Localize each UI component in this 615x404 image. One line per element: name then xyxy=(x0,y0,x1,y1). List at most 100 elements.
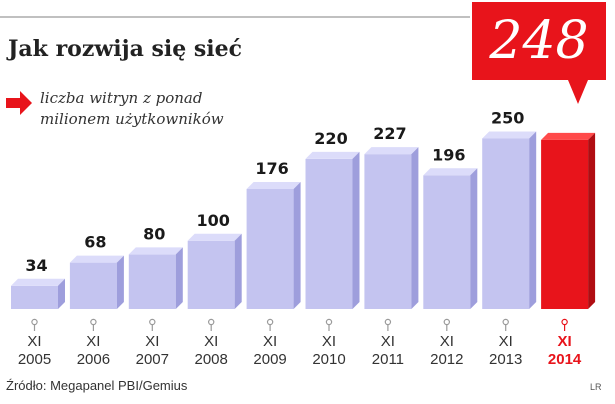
tick-year-2010: 2010 xyxy=(312,351,345,368)
value-labels: 34 68 80 100 176 220 227 196 250 xyxy=(25,108,524,274)
arrow-right-icon xyxy=(6,91,32,115)
bar-front-2008 xyxy=(187,240,235,309)
value-label-2012: 196 xyxy=(432,145,465,164)
bar-side-2005 xyxy=(58,278,65,309)
bar-top-2010 xyxy=(305,151,360,159)
bar-front-2006 xyxy=(69,262,117,309)
tick-dot xyxy=(561,318,568,326)
tick-month-2013: XI xyxy=(499,333,513,350)
bar-side-2012 xyxy=(470,168,478,309)
tick-month-2007: XI xyxy=(145,333,159,350)
bar-2014 xyxy=(541,132,596,309)
legend: liczba witryn z ponad milionem użytkowni… xyxy=(6,89,224,128)
tick-dot xyxy=(149,318,156,326)
tick-year-2012: 2012 xyxy=(430,351,463,368)
callout-box xyxy=(472,2,606,104)
tick-month-2006: XI xyxy=(86,333,100,350)
value-label-2011: 227 xyxy=(373,124,406,143)
bar-2008 xyxy=(187,233,242,309)
bar-front-2007 xyxy=(128,254,176,309)
legend-line-1: liczba witryn z ponad xyxy=(40,89,202,107)
value-label-2005: 34 xyxy=(25,256,47,275)
tick-year-2011: 2011 xyxy=(372,351,404,368)
bar-top-2009 xyxy=(246,181,301,189)
bar-front-2009 xyxy=(246,188,294,309)
value-label-2007: 80 xyxy=(143,224,165,243)
tick-month-2011: XI xyxy=(381,333,395,350)
tick-dot xyxy=(384,318,392,326)
bar-top-2008 xyxy=(187,233,242,241)
tick-month-2010: XI xyxy=(322,333,336,350)
tick-year-2005: 2005 xyxy=(18,351,51,368)
bar-side-2010 xyxy=(352,151,360,309)
tick-dot xyxy=(325,318,333,326)
bar-side-2013 xyxy=(529,131,537,309)
highlight-callout: 248 xyxy=(472,2,606,104)
bar-2006 xyxy=(69,255,124,309)
bar-front-2014 xyxy=(541,139,589,309)
tick-dot xyxy=(90,318,97,326)
bar-side-2007 xyxy=(175,247,183,309)
callout-value: 248 xyxy=(488,11,588,71)
bar-top-2007 xyxy=(128,247,183,255)
tick-month-2012: XI xyxy=(440,333,454,350)
bar-top-2012 xyxy=(423,168,478,176)
bar-top-2006 xyxy=(69,255,124,263)
tick-month-2014: XI xyxy=(558,333,572,350)
value-label-2013: 250 xyxy=(491,108,524,127)
x-axis: XI2005XI2006XI2007XI2008XI2009XI2010XI20… xyxy=(18,318,582,368)
value-label-2009: 176 xyxy=(255,159,288,178)
tick-year-2014: 2014 xyxy=(548,351,582,368)
tick-year-2007: 2007 xyxy=(136,351,169,368)
tick-month-2009: XI xyxy=(263,333,277,350)
tick-year-2013: 2013 xyxy=(489,351,522,368)
tick-dot xyxy=(266,318,274,326)
tick-year-2006: 2006 xyxy=(77,351,110,368)
tick-dot xyxy=(31,318,38,326)
bar-2013 xyxy=(482,131,537,309)
bar-2007 xyxy=(128,247,183,309)
bar-2009 xyxy=(246,181,301,309)
value-label-2010: 220 xyxy=(314,129,347,148)
bar-top-2011 xyxy=(364,147,419,155)
bar-2010 xyxy=(305,151,360,309)
bars xyxy=(11,131,596,309)
tick-month-2008: XI xyxy=(204,333,218,350)
value-label-2006: 68 xyxy=(84,233,106,252)
bar-front-2013 xyxy=(482,138,530,309)
bar-2005 xyxy=(11,278,65,309)
tick-month-2005: XI xyxy=(27,333,41,350)
legend-line-2: milionem użytkowników xyxy=(40,110,224,128)
value-label-2008: 100 xyxy=(196,211,229,230)
bar-top-2013 xyxy=(482,131,537,139)
bar-side-2009 xyxy=(293,181,301,309)
bar-2011 xyxy=(364,147,419,309)
bar-front-2011 xyxy=(364,154,412,309)
source-note: Źródło: Megapanel PBI/Gemius xyxy=(6,378,188,393)
bar-side-2014 xyxy=(588,132,596,309)
bar-top-2005 xyxy=(11,278,65,286)
bar-front-2010 xyxy=(305,158,353,309)
bar-2012 xyxy=(423,168,478,309)
tick-dot xyxy=(443,318,450,326)
bar-front-2012 xyxy=(423,175,471,309)
tick-year-2009: 2009 xyxy=(253,351,286,368)
tick-dot xyxy=(207,318,215,326)
bar-top-2014 xyxy=(541,132,596,140)
tick-dot xyxy=(502,318,509,326)
bar-side-2006 xyxy=(116,255,124,309)
tick-year-2008: 2008 xyxy=(195,351,228,368)
credit: LR xyxy=(590,382,602,392)
bar-side-2011 xyxy=(411,147,419,309)
bar-side-2008 xyxy=(234,233,242,309)
chart-title: Jak rozwija się sieć xyxy=(6,36,242,62)
